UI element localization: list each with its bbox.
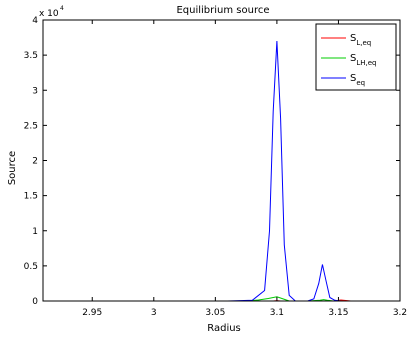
legend-entry: SLH,eq	[350, 53, 377, 67]
y-tick-label: 1	[32, 227, 38, 237]
x-tick-label: 3.05	[205, 308, 225, 318]
y-axis-label: Source	[7, 151, 18, 185]
legend-entry: Seq	[350, 73, 365, 87]
y-tick-label: 1.5	[24, 192, 38, 202]
legend: SL,eq SLH,eq Seq	[315, 23, 397, 91]
y-tick-label: 0.5	[24, 262, 38, 272]
y-tick-label: 2	[32, 157, 38, 167]
y-tick-label: 2.5	[24, 121, 38, 131]
legend-box	[315, 23, 397, 91]
x-tick-label: 3.15	[328, 308, 348, 318]
y-tick-label: 4	[32, 16, 38, 26]
y-axis-multiplier-base: x 10	[39, 9, 59, 19]
y-axis-multiplier-exponent: 4	[60, 5, 64, 12]
y-tick-label: 3.5	[24, 51, 38, 61]
x-axis-label: Radius	[207, 323, 241, 334]
chart-title: Equilibrium source	[176, 5, 269, 16]
x-tick-label: 3	[151, 308, 157, 318]
y-tick-label: 3	[32, 86, 38, 96]
legend-entry: SL,eq	[350, 33, 371, 47]
y-tick-label: 0	[32, 297, 38, 307]
x-tick-label: 3.1	[270, 308, 284, 318]
x-tick-label: 2.95	[82, 308, 102, 318]
axes-layer: 2.95 3 3.05 3.1 3.15 3.2 0 0.5 1 1.5 2 2.5 3 3.5 4	[24, 16, 407, 318]
x-tick-label: 3.2	[393, 308, 407, 318]
